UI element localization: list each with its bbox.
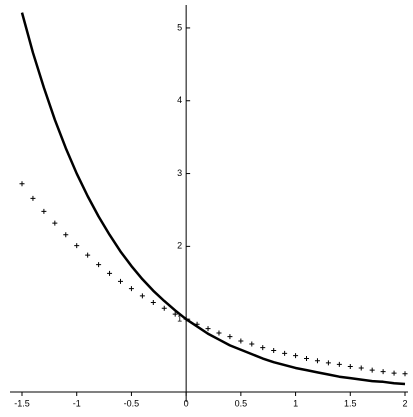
x-tick-label: 0 [184, 398, 189, 408]
cross-marker [358, 365, 364, 371]
cross-marker [325, 360, 331, 366]
cross-marker [293, 353, 299, 359]
cross-marker [271, 347, 277, 353]
cross-marker [139, 293, 145, 299]
y-tick-label: 5 [177, 22, 182, 32]
cross-marker [96, 262, 102, 268]
cross-marker [205, 326, 211, 332]
y-tick-label: 4 [177, 95, 182, 105]
x-tick-label: 0.5 [235, 398, 248, 408]
cross-marker [216, 330, 222, 336]
x-tick-label: 2 [402, 398, 407, 408]
cross-marker [161, 305, 167, 311]
cross-marker [19, 181, 25, 187]
cross-marker [52, 220, 58, 226]
cross-marker [85, 252, 91, 258]
cross-marker [304, 356, 310, 362]
cross-marker [380, 369, 386, 375]
x-tick-label: -0.5 [124, 398, 140, 408]
cross-marker [150, 299, 156, 305]
x-tick-label: 1 [293, 398, 298, 408]
line-series [20, 12, 406, 386]
cross-marker [238, 338, 244, 344]
x-tick-label: -1.5 [14, 398, 30, 408]
cross-marker [30, 195, 36, 201]
cross-marker [117, 278, 123, 284]
cross-marker [282, 350, 288, 356]
y-tick-label: 2 [177, 241, 182, 251]
cross-marker [74, 243, 80, 249]
y-tick-label: 1 [177, 314, 182, 324]
cross-marker [63, 232, 69, 238]
y-tick-label: 3 [177, 168, 182, 178]
cross-marker [107, 270, 113, 276]
cross-marker [41, 208, 47, 214]
cross-marker [194, 321, 200, 327]
cross-marker [172, 311, 178, 317]
cross-marker [402, 371, 408, 377]
cross-marker [369, 367, 375, 373]
cross-marker [347, 364, 353, 370]
cross-marker [249, 341, 255, 347]
cross-marker [391, 370, 397, 376]
cross-marker [128, 286, 134, 292]
cross-marker [260, 345, 266, 351]
cross-marker [227, 334, 233, 340]
cross-marker [183, 316, 189, 322]
x-tick-label: 1.5 [344, 398, 357, 408]
cross-marker [314, 358, 320, 364]
x-tick-label: -1 [73, 398, 81, 408]
cross-marker [336, 361, 342, 367]
